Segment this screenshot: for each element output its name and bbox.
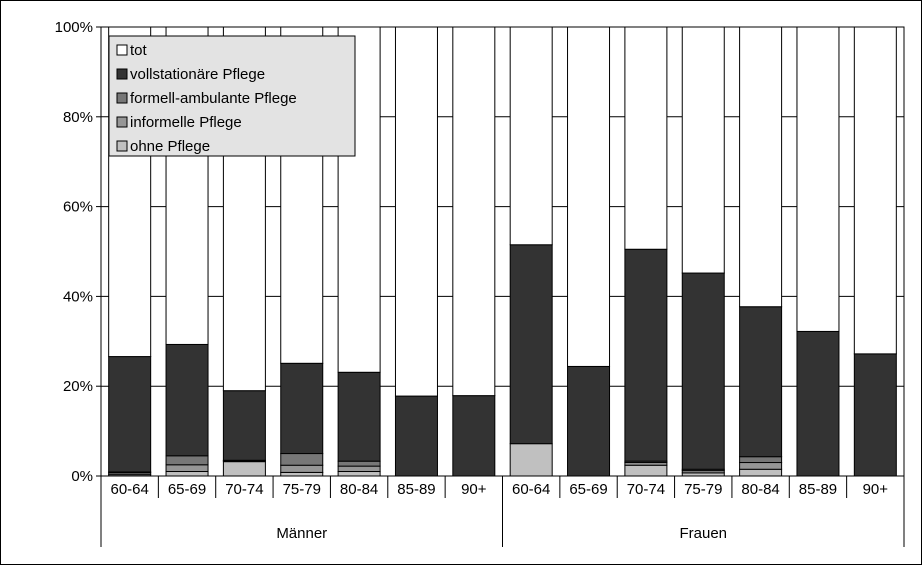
bar-layer: [108, 26, 897, 477]
legend-box: [108, 35, 356, 157]
group-label: Männer: [276, 525, 327, 542]
x-tick-label: 85-89: [799, 481, 837, 498]
legend-swatch: [116, 140, 128, 152]
group-label: Frauen: [679, 525, 727, 542]
bar-segment-vollstation-re-pflege: [394, 395, 438, 477]
legend-label: vollstationäre Pflege: [130, 66, 265, 83]
legend-swatch: [116, 68, 128, 80]
x-tick-label: 75-79: [684, 481, 722, 498]
bar-segment-tot: [567, 26, 611, 367]
bar-segment-vollstation-re-pflege: [624, 248, 668, 462]
bar-segment-ohne-pflege: [739, 468, 783, 477]
bar-segment-vollstation-re-pflege: [452, 395, 496, 477]
y-tick-label: 0%: [71, 468, 93, 485]
bar-segment-ohne-pflege: [624, 464, 668, 477]
bar-segment-formell-ambulante-pflege: [739, 456, 783, 464]
bar-segment-vollstation-re-pflege: [567, 365, 611, 477]
bar-segment-tot: [509, 26, 553, 246]
bar-segment-tot: [681, 26, 725, 274]
y-tick-label: 80%: [63, 109, 93, 126]
bar-segment-vollstation-re-pflege: [853, 353, 897, 477]
legend-label: ohne Pflege: [130, 138, 210, 155]
bar-segment-vollstation-re-pflege: [108, 356, 152, 473]
bar-segment-tot: [739, 26, 783, 308]
x-tick-label: 90+: [461, 481, 487, 498]
x-tick-label: 60-64: [110, 481, 148, 498]
bar-segment-ohne-pflege: [509, 443, 553, 477]
x-tick-label: 85-89: [397, 481, 435, 498]
y-tick-label: 100%: [55, 19, 93, 36]
x-tick-label: 90+: [863, 481, 889, 498]
y-tick-label: 60%: [63, 199, 93, 216]
x-tick-label: 60-64: [512, 481, 550, 498]
bar-segment-tot: [796, 26, 840, 332]
x-tick-label: 65-69: [168, 481, 206, 498]
bar-segment-informelle-pflege: [739, 462, 783, 470]
bar-segment-formell-ambulante-pflege: [165, 455, 209, 466]
bar-segment-vollstation-re-pflege: [681, 272, 725, 470]
x-tick-label: 65-69: [569, 481, 607, 498]
x-tick-label: 80-84: [741, 481, 779, 498]
axis-layer: 0% 20% 40% 60% 80% 100% 60-64 65-69 70-74 75-79 80…: [55, 19, 905, 547]
bar-segment-vollstation-re-pflege: [509, 244, 553, 445]
x-tick-label: 70-74: [225, 481, 263, 498]
bar-segment-tot: [624, 26, 668, 250]
legend-swatch: [116, 116, 128, 128]
x-tick-label: 80-84: [340, 481, 378, 498]
bar-segment-vollstation-re-pflege: [222, 390, 266, 461]
bar-segment-informelle-pflege: [165, 464, 209, 473]
bar-segment-tot: [853, 26, 897, 355]
bar-segment-vollstation-re-pflege: [280, 362, 324, 455]
bar-segment-informelle-pflege: [280, 464, 324, 473]
bar-segment-tot: [452, 26, 496, 397]
legend-swatch: [116, 44, 128, 56]
bar-segment-ohne-pflege: [337, 471, 381, 477]
legend-label: informelle Pflege: [130, 114, 242, 131]
bar-segment-ohne-pflege: [165, 471, 209, 477]
bar-segment-vollstation-re-pflege: [165, 343, 209, 457]
bar-segment-ohne-pflege: [222, 461, 266, 477]
legend-label: formell-ambulante Pflege: [130, 90, 297, 107]
bar-segment-formell-ambulante-pflege: [337, 460, 381, 467]
bar-segment-vollstation-re-pflege: [796, 330, 840, 477]
bar-segment-tot: [394, 26, 438, 397]
x-tick-label: 70-74: [627, 481, 665, 498]
bar-segment-formell-ambulante-pflege: [280, 453, 324, 466]
bar-segment-vollstation-re-pflege: [739, 306, 783, 458]
x-tick-label: 75-79: [283, 481, 321, 498]
legend: tot vollstationäre Pflege formell-ambulant…: [108, 35, 356, 157]
y-tick-label: 40%: [63, 288, 93, 305]
bar-segment-informelle-pflege: [337, 465, 381, 473]
legend-swatch: [116, 92, 128, 104]
bar-segment-ohne-pflege: [280, 471, 324, 477]
y-tick-label: 20%: [63, 378, 93, 395]
bar-segment-vollstation-re-pflege: [337, 371, 381, 462]
legend-label: tot: [130, 42, 148, 59]
